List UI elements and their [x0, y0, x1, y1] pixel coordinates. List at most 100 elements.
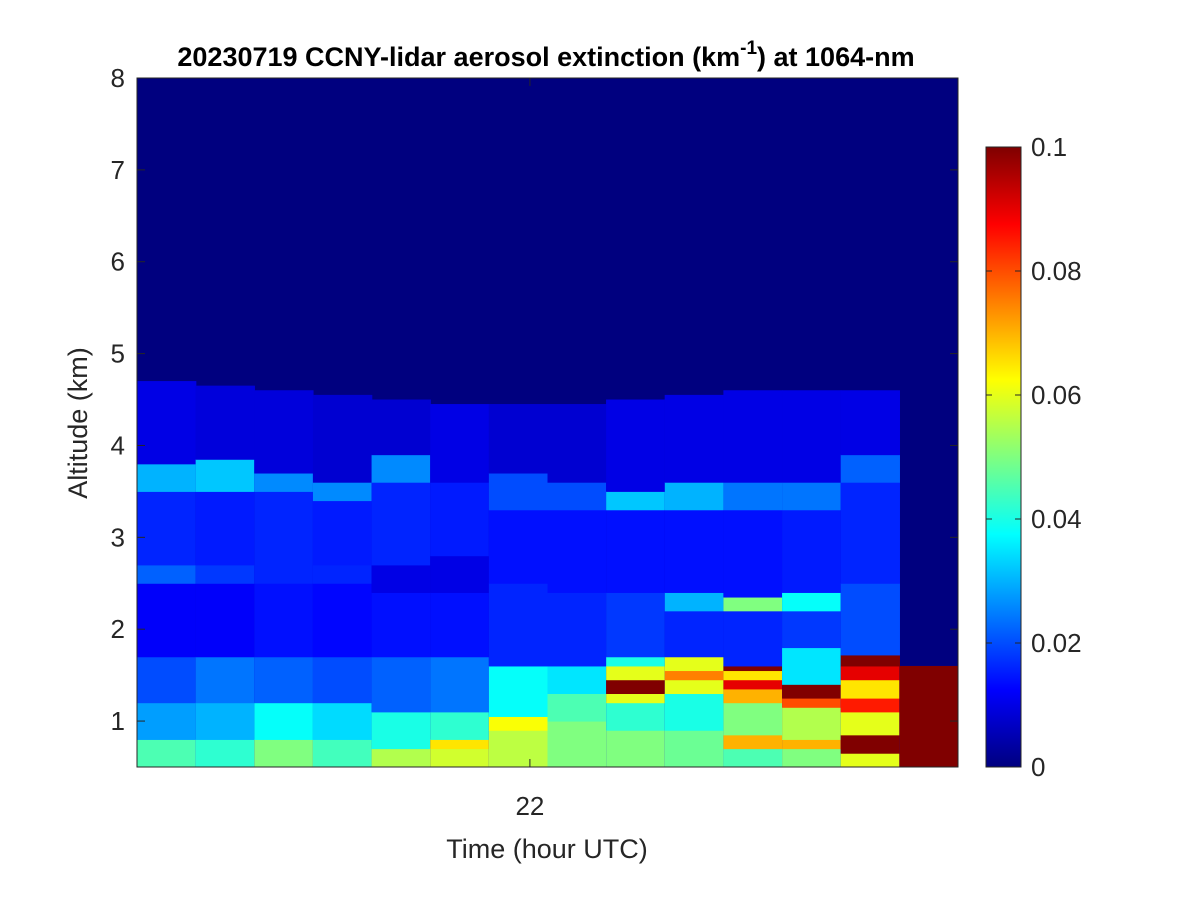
heatmap-cell	[547, 482, 607, 511]
heatmap-cell	[840, 665, 900, 681]
heatmap-cell	[782, 698, 842, 708]
heatmap-cell	[840, 482, 900, 584]
heatmap-cell	[137, 656, 197, 704]
heatmap-cell	[254, 473, 314, 492]
heatmap-cell	[195, 702, 255, 740]
colorbar-ticks: 0 0.02 0.04 0.06 0.08 0.1	[986, 132, 1082, 782]
heatmap-cell	[840, 390, 900, 456]
heatmap-cell	[137, 739, 197, 767]
y-tick-label: 4	[111, 430, 125, 460]
x-axis-label: Time (hour UTC)	[446, 834, 648, 864]
heatmap-cell	[664, 592, 725, 612]
heatmap-cell	[547, 509, 607, 593]
heatmap-cell	[371, 711, 431, 750]
heatmap-cell	[195, 656, 255, 704]
heatmap-cell	[606, 399, 666, 492]
heatmap-cell	[371, 564, 431, 593]
x-tick-label: 22	[515, 791, 544, 821]
heatmap-cell	[606, 656, 666, 667]
heatmap-cell	[723, 734, 783, 750]
colorbar-tick-label: 0.02	[1031, 628, 1082, 658]
heatmap-cell	[312, 583, 373, 658]
heatmap-cell	[312, 564, 373, 584]
heatmap-cell	[254, 583, 314, 658]
heatmap-cell	[840, 454, 900, 483]
heatmap-cell	[840, 711, 900, 736]
heatmap-cell	[137, 583, 197, 658]
heatmap-cell	[488, 665, 549, 717]
heatmap-cell	[664, 482, 725, 511]
y-axis-label: Altitude (km)	[63, 347, 93, 499]
y-tick-label: 2	[111, 614, 125, 644]
heatmap-cell	[840, 734, 900, 754]
heatmap-cell	[488, 509, 549, 584]
colorbar-tick-label: 0	[1031, 752, 1045, 782]
heatmap-cell	[723, 702, 783, 736]
colorbar-tick-label: 0.1	[1031, 132, 1067, 162]
heatmap-cell	[430, 555, 490, 593]
heatmap-cell	[195, 583, 255, 658]
heatmap-cell	[664, 656, 725, 672]
heatmap-cell	[254, 491, 314, 566]
heatmap-cell	[664, 730, 725, 767]
colorbar-tick-label: 0.06	[1031, 380, 1082, 410]
heatmap-cell	[782, 739, 842, 750]
heatmap-cell	[430, 748, 490, 767]
heatmap-cell	[840, 698, 900, 713]
heatmap-cell	[606, 665, 666, 681]
heatmap-cell	[782, 684, 842, 699]
colorbar	[985, 146, 1022, 768]
heatmap-cell	[723, 597, 783, 612]
heatmap-cell	[371, 748, 431, 767]
heatmap-cell	[430, 739, 490, 750]
heatmap-cell	[371, 399, 431, 456]
heatmap-cell	[312, 500, 373, 566]
heatmap-cell	[782, 748, 842, 767]
heatmap-cell	[430, 592, 490, 658]
heatmap-cell	[254, 390, 314, 474]
heatmap-cell	[723, 748, 783, 767]
colorbar-tick-label: 0.08	[1031, 256, 1082, 286]
heatmap-cell	[664, 670, 725, 681]
heatmap-cell	[723, 390, 783, 483]
heatmap-cell	[254, 739, 314, 767]
heatmap-cell	[195, 459, 255, 492]
heatmap-cell	[488, 473, 549, 511]
heatmap-cell	[606, 679, 666, 695]
heatmap-cell	[782, 610, 842, 649]
heatmap-cell	[547, 592, 607, 667]
heatmap-cell	[312, 482, 373, 502]
heatmap-cell	[195, 385, 255, 460]
plot-frame	[136, 77, 959, 768]
heatmap-cell	[664, 610, 725, 658]
heatmap-cell	[723, 509, 783, 598]
heatmap-cell	[723, 688, 783, 704]
y-tick-label: 7	[111, 155, 125, 185]
heatmap-cell	[254, 656, 314, 704]
heatmap-cell	[488, 404, 549, 474]
heatmap-cell	[899, 665, 958, 767]
heatmap-cell	[606, 509, 666, 593]
heatmap-cell	[723, 665, 783, 672]
heatmap-cell	[488, 730, 549, 767]
heatmap-cell	[137, 463, 197, 492]
heatmap-cell	[312, 739, 373, 767]
heatmap-cell	[430, 482, 490, 557]
y-tick-label: 1	[111, 706, 125, 736]
heatmap-cell	[137, 491, 197, 566]
y-tick-label: 6	[111, 247, 125, 277]
heatmap-cell	[840, 753, 900, 767]
y-axis-ticks: 1 2 3 4 5 6 7 8	[111, 63, 958, 736]
heatmap-cell	[840, 583, 900, 656]
colorbar-tick-label: 0.04	[1031, 504, 1082, 534]
heatmap-cell	[430, 711, 490, 740]
heatmap-cell	[782, 647, 842, 685]
heatmap-cell	[371, 482, 431, 566]
heatmap-cell	[723, 610, 783, 667]
heatmap-cell	[312, 656, 373, 704]
heatmap-cell	[547, 693, 607, 722]
heatmap-cell	[723, 670, 783, 681]
heatmap-cell	[782, 482, 842, 511]
heatmap-cell	[195, 739, 255, 767]
